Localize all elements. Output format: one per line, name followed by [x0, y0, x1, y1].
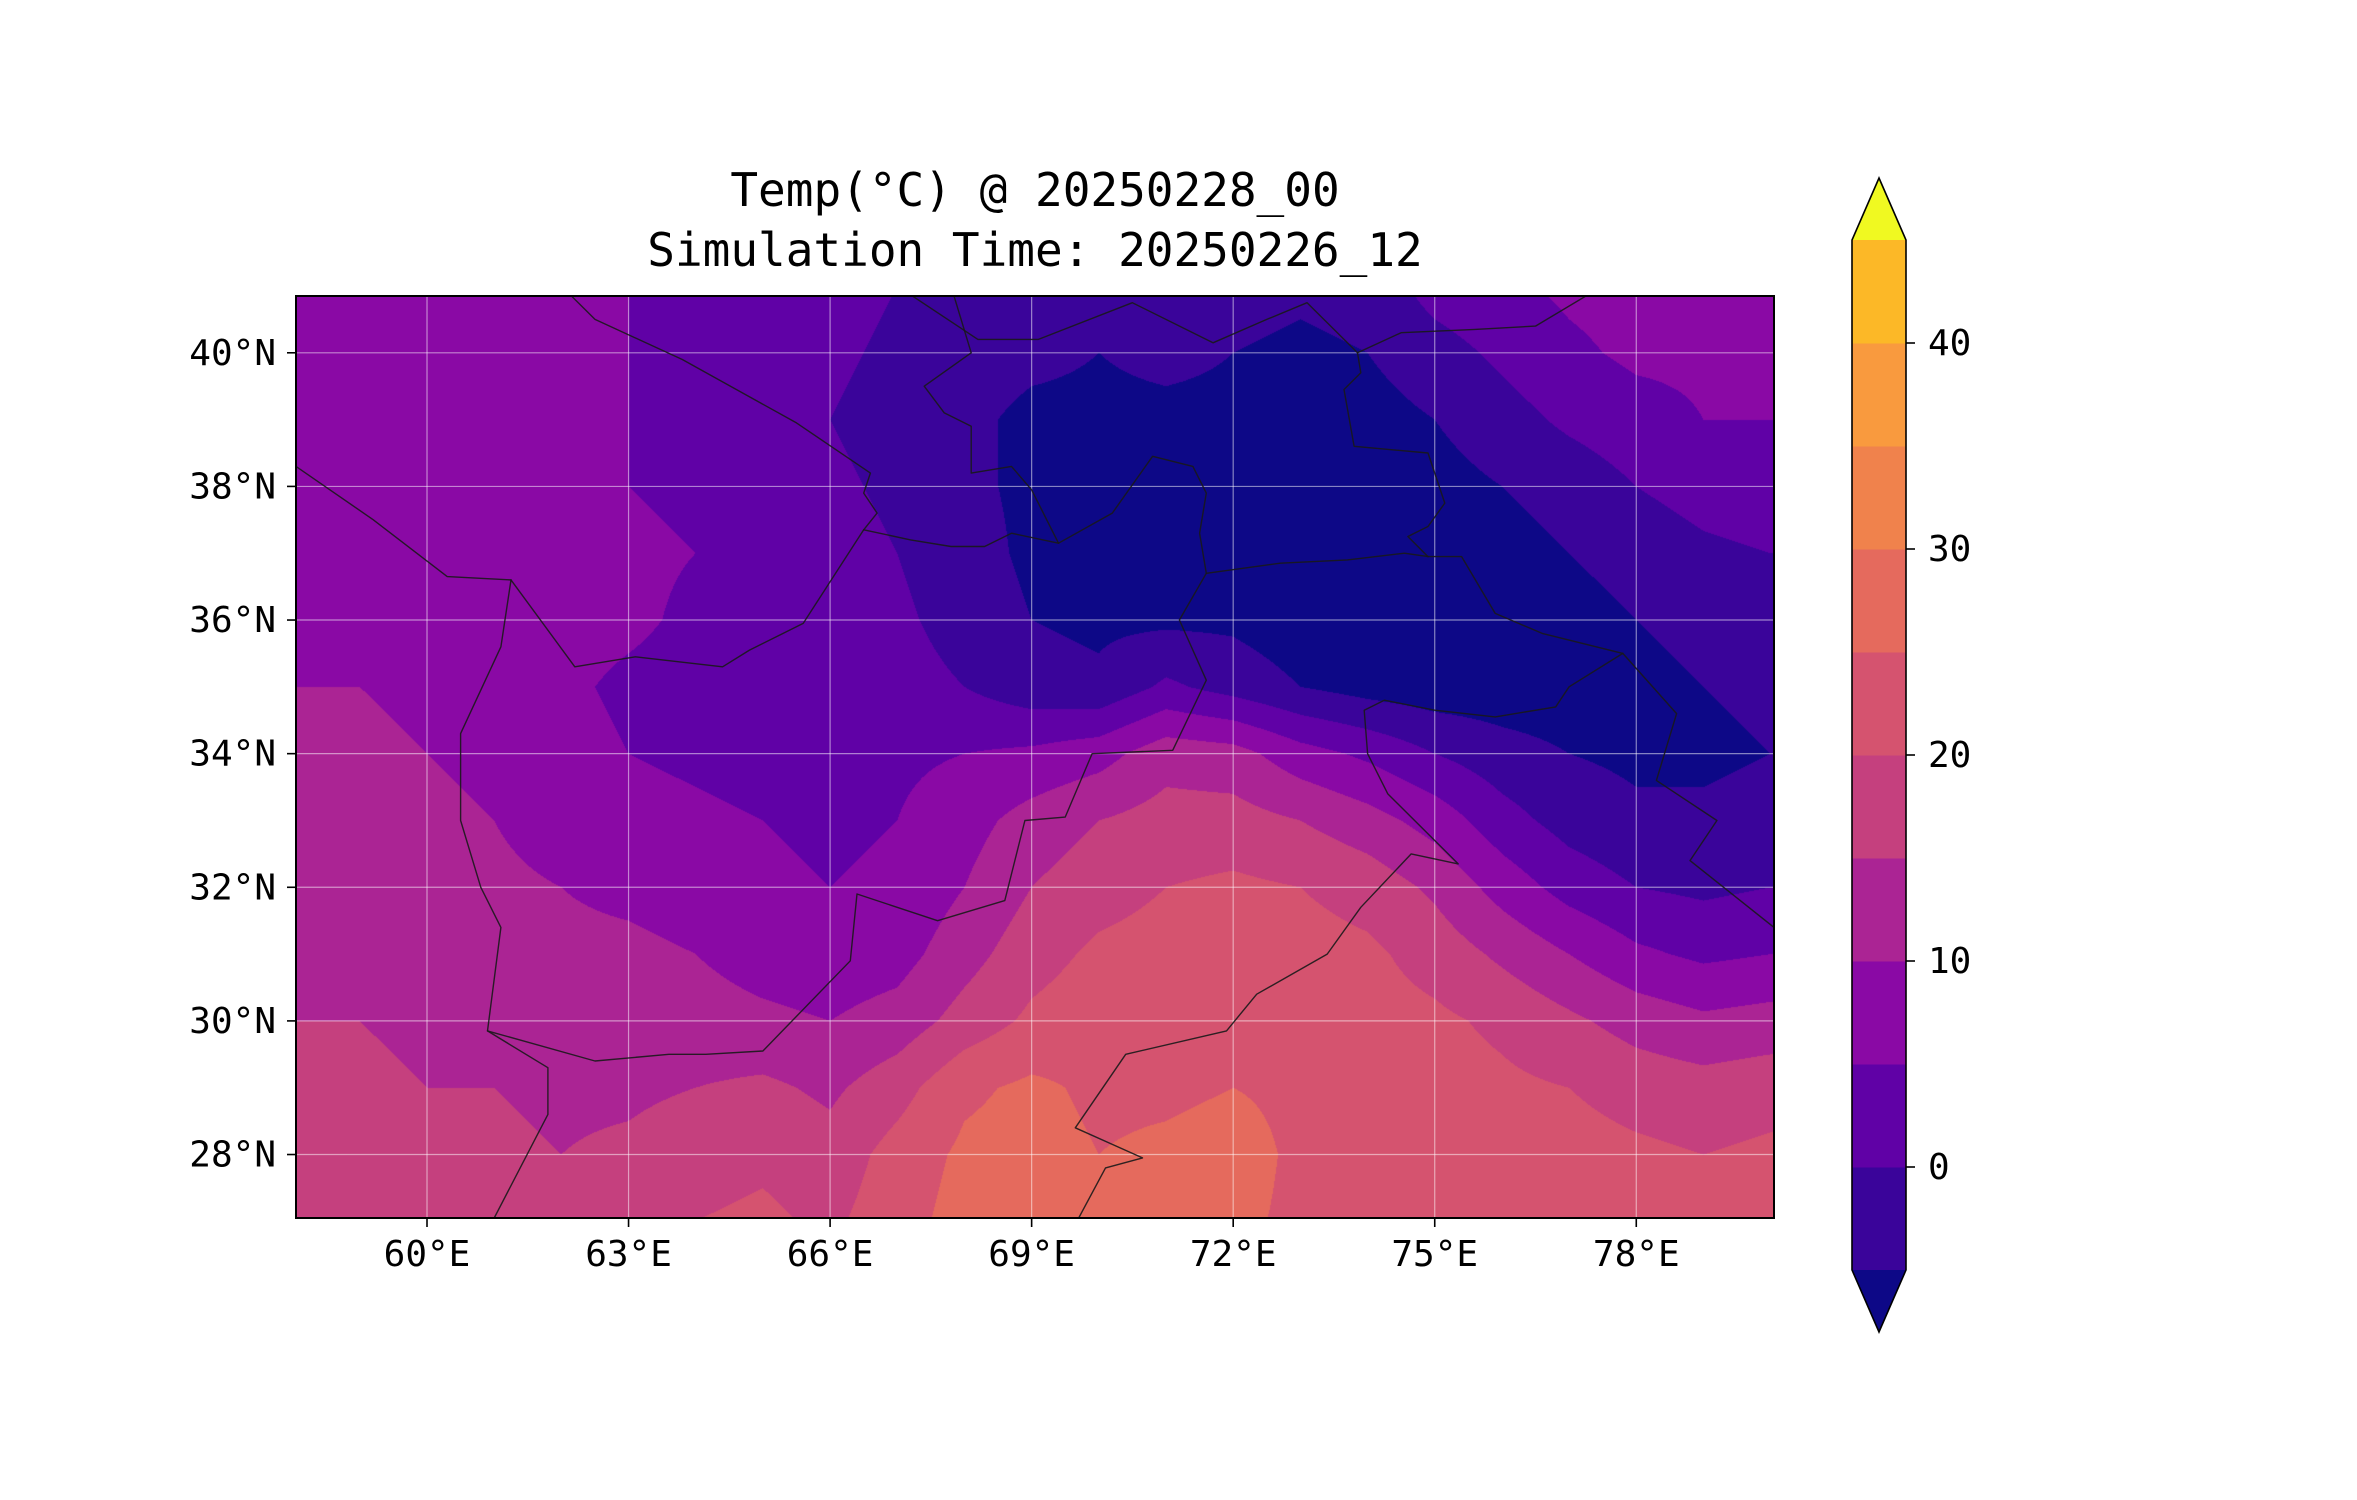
colorbar-outline	[1851, 175, 1907, 1335]
colorbar-band	[1852, 240, 1906, 344]
colorbar-band	[1852, 1064, 1906, 1168]
y-tick-label: 28°N	[189, 1135, 276, 1176]
colorbar-band	[1852, 858, 1906, 962]
y-tick-label: 36°N	[189, 600, 276, 641]
chart-subtitle: Simulation Time: 20250226_12	[647, 223, 1423, 277]
x-tick-label: 72°E	[1190, 1234, 1277, 1275]
colorbar-tick-label: 20	[1928, 735, 1971, 776]
x-tick-label: 78°E	[1593, 1234, 1680, 1275]
colorbar-band	[1852, 961, 1906, 1065]
x-tick-label: 63°E	[585, 1234, 672, 1275]
colorbar-band	[1852, 343, 1906, 447]
y-tick-label: 30°N	[189, 1001, 276, 1042]
chart-title: Temp(°C) @ 20250228_00	[730, 163, 1340, 217]
colorbar-band	[1852, 1167, 1906, 1271]
colorbar-band	[1852, 652, 1906, 756]
x-axis: 60°E 63°E 66°E 69°E 72°E 75°E 78°E	[384, 1218, 1680, 1275]
colorbar-tick-label: 40	[1928, 323, 1971, 364]
y-tick-label: 34°N	[189, 734, 276, 775]
x-tick-label: 69°E	[988, 1234, 1075, 1275]
colorbar-band	[1852, 446, 1906, 550]
x-tick-label: 75°E	[1391, 1234, 1478, 1275]
y-axis: 28°N 30°N 32°N 34°N 36°N 38°N 40°N	[189, 333, 296, 1176]
colorbar-arrow-under	[1852, 1270, 1906, 1332]
colorbar-tick-label: 30	[1928, 529, 1971, 570]
temperature-field-canvas	[296, 296, 1774, 1218]
y-tick-label: 38°N	[189, 466, 276, 507]
x-tick-label: 66°E	[787, 1234, 874, 1275]
colorbar-tick-label: 0	[1928, 1147, 1950, 1188]
colorbar-tick-label: 10	[1928, 941, 1971, 982]
colorbar-arrow-over	[1852, 178, 1906, 240]
y-tick-label: 32°N	[189, 867, 276, 908]
colorbar-band	[1852, 549, 1906, 653]
colorbar-band	[1852, 755, 1906, 859]
y-tick-label: 40°N	[189, 333, 276, 374]
x-tick-label: 60°E	[384, 1234, 471, 1275]
colorbar: 0 10 20 30 40	[1851, 175, 1971, 1335]
